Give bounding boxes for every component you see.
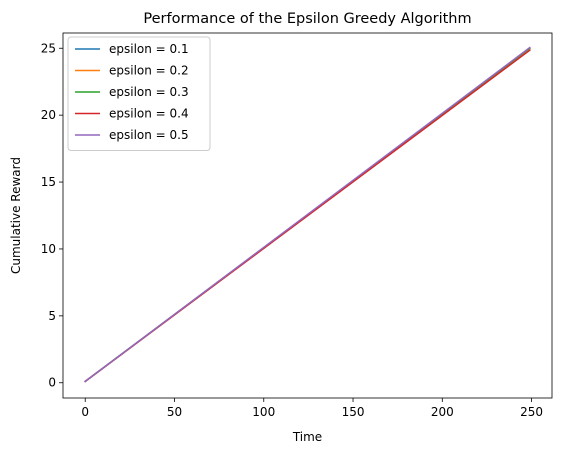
legend-label: epsilon = 0.5 (109, 128, 189, 142)
x-tick-label: 0 (81, 405, 89, 419)
x-tick-label: 50 (167, 405, 182, 419)
chart-title: Performance of the Epsilon Greedy Algori… (143, 11, 471, 27)
x-tick-label: 150 (342, 405, 365, 419)
legend-label: epsilon = 0.2 (109, 64, 189, 78)
plot-frame (62, 32, 553, 399)
x-tick-label: 200 (431, 405, 454, 419)
legend-box (67, 36, 211, 151)
x-axis-title: Time (292, 430, 322, 444)
y-tick-label: 20 (41, 108, 56, 122)
y-tick-label: 0 (48, 376, 56, 390)
legend-label: epsilon = 0.3 (109, 85, 189, 99)
legend: epsilon = 0.1 epsilon = 0.2 epsilon = 0.3 e… (67, 36, 211, 151)
y-tick-label: 15 (41, 175, 56, 189)
legend-label: epsilon = 0.4 (109, 107, 189, 121)
series-layer (84, 46, 531, 383)
x-tick-label: 100 (252, 405, 275, 419)
y-axis-title: Cumulative Reward (9, 157, 23, 274)
series-line-5 (84, 46, 531, 383)
y-tick-label: 5 (48, 309, 56, 323)
y-axis: 0 5 10 15 20 25 (41, 41, 63, 390)
y-tick-label: 10 (41, 242, 56, 256)
legend-label: epsilon = 0.1 (109, 42, 189, 56)
x-axis: 0 50 100 150 200 250 (81, 398, 543, 419)
x-tick-label: 250 (520, 405, 543, 419)
y-tick-label: 25 (41, 41, 56, 55)
